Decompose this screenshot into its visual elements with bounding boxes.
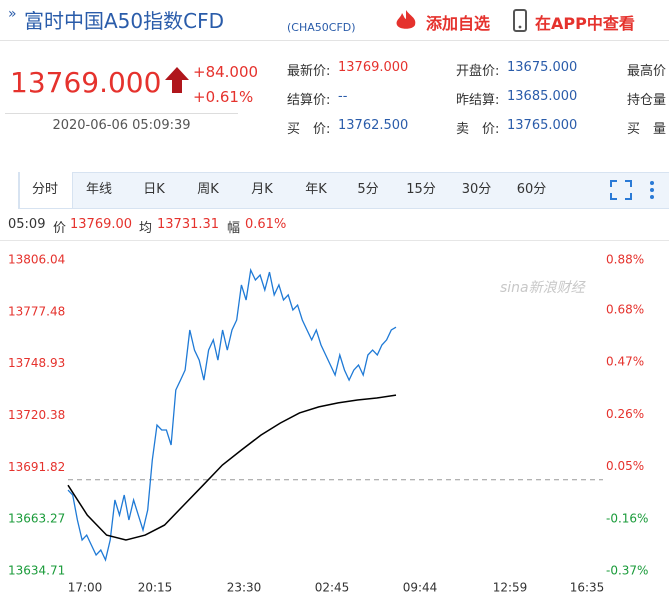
y-tick-label: 13634.71 [8, 564, 65, 578]
price-line [67, 267, 397, 562]
field-label: 开盘价: [456, 64, 500, 79]
y2-tick-label: 0.88% [606, 253, 644, 267]
info-avg: 13731.31 [157, 217, 220, 232]
y2-tick-label: 0.68% [606, 302, 644, 316]
watermark: sina新浪财经 [500, 280, 587, 296]
y2-tick-label: 0.05% [606, 459, 644, 473]
tab[interactable]: 年线 [85, 182, 112, 197]
field-value: 13675.000 [507, 60, 578, 75]
tab[interactable]: 日K [143, 182, 165, 197]
y2-tick-label: 0.26% [606, 407, 644, 421]
info-avg-label: 均 [139, 221, 153, 236]
change: +84.000 [193, 63, 259, 81]
x-tick-label: 20:15 [138, 581, 173, 595]
x-tick-label: 17:00 [68, 581, 103, 595]
y-tick-label: 13720.38 [8, 408, 65, 422]
field-label: 买 量 [627, 122, 667, 137]
x-tick-label: 09:44 [403, 581, 438, 595]
open-app[interactable]: 在APP中查看 [535, 14, 635, 33]
y-tick-label: 13663.27 [8, 512, 65, 526]
field-label: 持仓量 [627, 93, 667, 108]
y2-tick-label: 0.47% [606, 355, 644, 369]
x-tick-label: 12:59 [493, 581, 528, 595]
tab[interactable]: 月K [251, 182, 273, 197]
change-percent: +0.61% [193, 88, 254, 106]
y-tick-label: 13806.04 [8, 253, 65, 267]
y-tick-label: 13777.48 [8, 304, 65, 318]
field-label: 买 价: [287, 122, 331, 137]
tab[interactable]: 30分 [461, 182, 492, 197]
fullscreen-icon[interactable] [610, 180, 632, 200]
title: 富时中国A50指数CFD [24, 9, 224, 33]
y2-tick-label: -0.37% [606, 564, 648, 578]
more-icon[interactable] [648, 180, 656, 200]
field-label: 最新价: [287, 64, 331, 79]
info-price: 13769.00 [70, 217, 133, 232]
info-range-label: 幅 [227, 221, 241, 236]
tab[interactable]: 5分 [357, 182, 379, 197]
phone-icon [513, 9, 527, 32]
active-tab-bg [19, 172, 73, 208]
field-value: -- [338, 89, 348, 104]
tab-bar [18, 172, 669, 209]
code: (CHA50CFD) [287, 21, 356, 34]
tab[interactable]: 60分 [516, 182, 547, 197]
info-time: 05:09 [8, 217, 46, 232]
top-bar [0, 0, 669, 41]
field-label: 卖 价: [456, 122, 500, 137]
field-label: 最高价 [627, 64, 667, 79]
tab[interactable]: 年K [305, 182, 327, 197]
fire-icon [396, 10, 416, 29]
y-tick-label: 13691.82 [8, 460, 65, 474]
tab[interactable]: 15分 [406, 182, 436, 197]
field-value: 13765.000 [507, 118, 578, 133]
icon: » [8, 6, 17, 22]
info-price-label: 价 [53, 221, 67, 236]
tab[interactable]: 周K [197, 182, 219, 197]
field-label: 结算价: [287, 93, 331, 108]
add-watch[interactable]: 添加自选 [426, 14, 491, 33]
y2-tick-label: -0.16% [606, 511, 648, 525]
field-value: 13769.000 [338, 60, 409, 75]
chart-top-border [0, 240, 669, 241]
field-label: 昨结算: [456, 93, 500, 108]
info-range: 0.61% [245, 217, 287, 232]
average-line [67, 394, 397, 541]
field-value: 13685.000 [507, 89, 578, 104]
x-tick-label: 02:45 [315, 581, 350, 595]
x-tick-label: 16:35 [570, 581, 605, 595]
price: 13769.000 [10, 66, 162, 99]
divider [5, 113, 238, 114]
field-value: 13762.500 [338, 118, 409, 133]
y-tick-label: 13748.93 [8, 356, 65, 370]
quote-time: 2020-06-06 05:09:39 [52, 118, 191, 133]
x-tick-label: 23:30 [227, 581, 262, 595]
up-arrow [165, 67, 189, 93]
tab[interactable]: 分时 [31, 182, 58, 197]
